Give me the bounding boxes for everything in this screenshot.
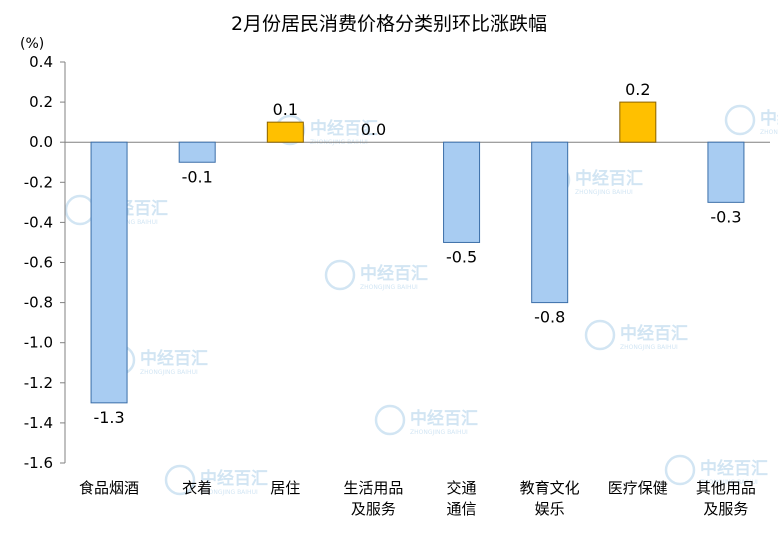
y-tick-label: 0.0 — [29, 133, 53, 151]
svg-text:ZHONGJING BAIHUI: ZHONGJING BAIHUI — [100, 219, 158, 226]
y-tick-label: -1.0 — [24, 334, 53, 352]
y-axis: 0.4 0.2 0.0 -0.2 -0.4 -0.6 -0.8 -1.0 -1.2 -1.4 -1.… — [24, 53, 66, 472]
x-category-label: 教育文化 — [520, 479, 580, 497]
bar — [707, 141, 745, 203]
svg-text:中经百汇: 中经百汇 — [140, 348, 208, 369]
y-tick-label: -0.8 — [24, 294, 53, 312]
x-category-label: 医疗保健 — [608, 479, 668, 497]
x-category-label: 交通 — [447, 479, 477, 497]
x-category-label: 娱乐 — [535, 500, 565, 518]
svg-text:ZHONGJING BAIHUI: ZHONGJING BAIHUI — [140, 369, 198, 376]
y-tick-label: -0.4 — [24, 213, 53, 231]
bar — [443, 141, 481, 243]
bar-series — [90, 101, 745, 404]
svg-text:ZHONGJING BAIHUI: ZHONGJING BAIHUI — [410, 429, 468, 436]
svg-text:中经百汇: 中经百汇 — [575, 168, 643, 189]
svg-text:中经百汇: 中经百汇 — [200, 468, 268, 489]
x-category-label: 衣着 — [182, 479, 212, 497]
data-label: -0.1 — [182, 167, 213, 186]
svg-text:中经百汇: 中经百汇 — [410, 408, 478, 429]
data-label: 0.0 — [361, 120, 386, 139]
y-tick-label: -0.6 — [24, 254, 53, 272]
bar — [531, 141, 569, 304]
svg-text:ZHONGJING BAIHUI: ZHONGJING BAIHUI — [200, 489, 258, 496]
svg-text:ZHONGJING BAIHUI: ZHONGJING BAIHUI — [620, 344, 678, 351]
y-tick-label: -0.2 — [24, 173, 53, 191]
svg-text:中经百汇: 中经百汇 — [310, 118, 378, 139]
y-axis-unit-label: (%) — [20, 36, 44, 52]
bar — [266, 121, 304, 143]
x-category-label: 居住 — [270, 479, 300, 497]
x-category-label: 生活用品 — [343, 479, 403, 497]
svg-text:中经百汇: 中经百汇 — [700, 458, 768, 479]
y-tick-label: -1.2 — [24, 374, 53, 392]
y-tick-label: 0.4 — [29, 53, 53, 71]
bar — [619, 101, 657, 143]
data-label: -0.3 — [710, 207, 741, 226]
x-category-label: 及服务 — [351, 500, 396, 518]
x-category-label: 及服务 — [703, 500, 748, 518]
x-category-label: 其他用品 — [696, 479, 756, 497]
data-label: -0.5 — [446, 247, 477, 266]
chart-title: 2月份居民消费价格分类别环比涨跌幅 — [231, 13, 547, 35]
y-tick-label: -1.4 — [24, 414, 53, 432]
data-label: -1.3 — [93, 408, 124, 427]
svg-text:中经百汇: 中经百汇 — [760, 108, 778, 129]
svg-text:ZHONGJING BAIHUI: ZHONGJING BAIHUI — [760, 129, 778, 136]
bar — [178, 141, 216, 163]
bar — [90, 141, 128, 404]
x-category-label: 通信 — [447, 500, 477, 518]
svg-text:ZHONGJING BAIHUI: ZHONGJING BAIHUI — [700, 479, 758, 486]
y-tick-label: 0.2 — [29, 93, 53, 111]
svg-text:中经百汇: 中经百汇 — [360, 263, 428, 284]
y-tick-label: -1.6 — [24, 454, 53, 472]
data-label: 0.2 — [625, 80, 650, 99]
data-labels: -1.3 -0.1 0.1 0.0 -0.5 -0.8 0.2 -0.3 — [93, 80, 741, 427]
x-category-label: 食品烟酒 — [79, 479, 139, 497]
svg-text:中经百汇: 中经百汇 — [620, 323, 688, 344]
data-label: -0.8 — [534, 308, 565, 327]
svg-text:ZHONGJING BAIHUI: ZHONGJING BAIHUI — [575, 189, 633, 196]
data-label: 0.1 — [273, 100, 298, 119]
svg-text:ZHONGJING BAIHUI: ZHONGJING BAIHUI — [360, 284, 418, 291]
